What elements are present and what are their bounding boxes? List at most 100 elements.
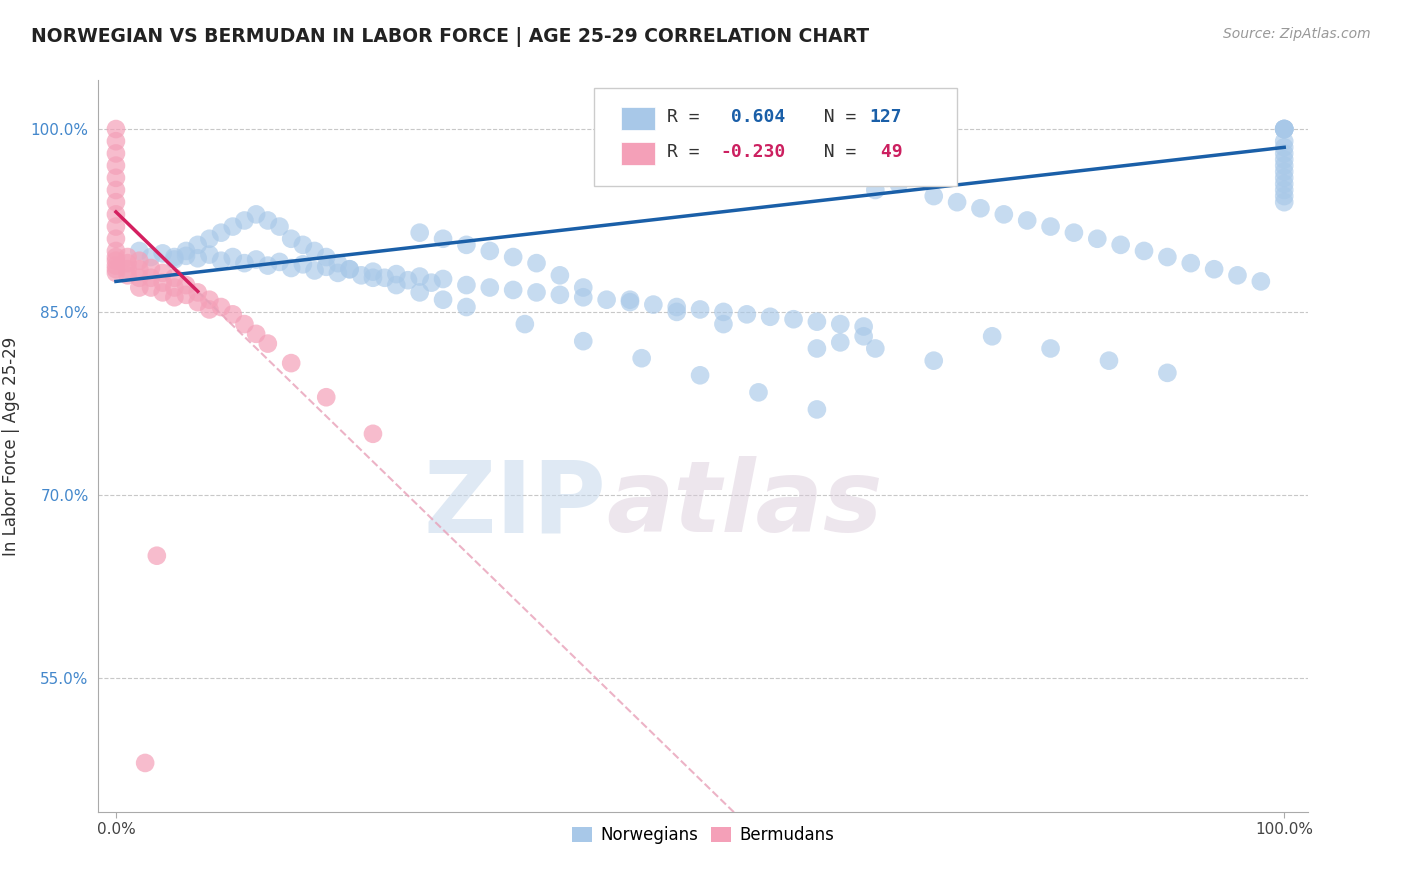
Point <box>104 122 127 136</box>
Point <box>163 290 186 304</box>
Point <box>1156 366 1178 380</box>
Point <box>1098 353 1121 368</box>
Point <box>969 201 991 215</box>
Point <box>922 353 945 368</box>
Point <box>432 293 454 307</box>
Point <box>233 213 256 227</box>
Point <box>315 390 337 404</box>
Point <box>245 207 267 221</box>
Point <box>104 253 127 268</box>
Point <box>174 288 197 302</box>
Point <box>1272 140 1295 154</box>
Point <box>513 317 536 331</box>
Point <box>104 159 127 173</box>
Point <box>1272 122 1295 136</box>
Point <box>1133 244 1156 258</box>
Point <box>630 351 652 366</box>
Point <box>134 756 156 770</box>
Point <box>1272 195 1295 210</box>
Point <box>1156 250 1178 264</box>
Point <box>304 244 326 258</box>
Text: atlas: atlas <box>606 456 883 553</box>
Point <box>326 256 349 270</box>
Text: Source: ZipAtlas.com: Source: ZipAtlas.com <box>1223 27 1371 41</box>
Point <box>245 252 267 267</box>
Point <box>1272 146 1295 161</box>
Point <box>1017 213 1039 227</box>
Point <box>1272 164 1295 178</box>
Point <box>269 219 291 234</box>
Text: 127: 127 <box>870 108 903 126</box>
Point <box>1039 219 1062 234</box>
Point <box>139 270 162 285</box>
Text: N =: N = <box>803 108 868 126</box>
Point <box>1272 189 1295 203</box>
Point <box>350 268 373 283</box>
Point <box>1204 262 1226 277</box>
Point <box>478 280 501 294</box>
Point <box>233 317 256 331</box>
Point <box>1272 122 1295 136</box>
Text: 49: 49 <box>870 143 903 161</box>
Point <box>163 280 186 294</box>
Point <box>922 189 945 203</box>
Point <box>139 260 162 275</box>
Point <box>280 232 302 246</box>
Point <box>104 244 127 258</box>
Point <box>117 268 139 283</box>
Text: -0.230: -0.230 <box>720 143 785 161</box>
Point <box>128 280 150 294</box>
Point <box>1180 256 1202 270</box>
Point <box>198 302 221 317</box>
Point <box>209 300 232 314</box>
Point <box>526 285 548 300</box>
Point <box>689 368 711 383</box>
Text: 0.604: 0.604 <box>720 108 785 126</box>
Point <box>456 278 478 293</box>
Point <box>852 319 875 334</box>
Point <box>163 252 186 267</box>
Point <box>222 307 245 321</box>
Point <box>782 312 804 326</box>
Point <box>898 164 921 178</box>
Point <box>361 265 384 279</box>
Point <box>1250 274 1272 288</box>
Point <box>187 295 209 310</box>
Y-axis label: In Labor Force | Age 25-29: In Labor Force | Age 25-29 <box>1 336 20 556</box>
Point <box>865 342 887 356</box>
Point <box>1272 122 1295 136</box>
Point <box>456 238 478 252</box>
Point <box>1272 122 1295 136</box>
Point <box>291 238 314 252</box>
Point <box>117 256 139 270</box>
Point <box>1272 159 1295 173</box>
Point <box>432 272 454 286</box>
Text: NORWEGIAN VS BERMUDAN IN LABOR FORCE | AGE 25-29 CORRELATION CHART: NORWEGIAN VS BERMUDAN IN LABOR FORCE | A… <box>31 27 869 46</box>
Point <box>280 356 302 370</box>
Point <box>104 170 127 185</box>
Point <box>420 276 443 290</box>
Point <box>619 295 641 310</box>
Point <box>128 270 150 285</box>
Point <box>256 213 278 227</box>
Point <box>104 232 127 246</box>
Point <box>876 170 898 185</box>
Point <box>256 336 278 351</box>
Point <box>432 232 454 246</box>
FancyBboxPatch shape <box>621 142 655 165</box>
Legend: Norwegians, Bermudans: Norwegians, Bermudans <box>565 820 841 851</box>
Point <box>747 385 769 400</box>
Point <box>409 269 432 284</box>
Point <box>315 260 337 274</box>
Point <box>619 293 641 307</box>
Point <box>187 252 209 266</box>
Point <box>409 285 432 300</box>
Point <box>174 249 197 263</box>
Text: R =: R = <box>666 143 710 161</box>
Point <box>1272 170 1295 185</box>
Point <box>128 262 150 277</box>
Point <box>1272 122 1295 136</box>
Point <box>222 250 245 264</box>
Point <box>163 250 186 264</box>
Point <box>128 253 150 268</box>
